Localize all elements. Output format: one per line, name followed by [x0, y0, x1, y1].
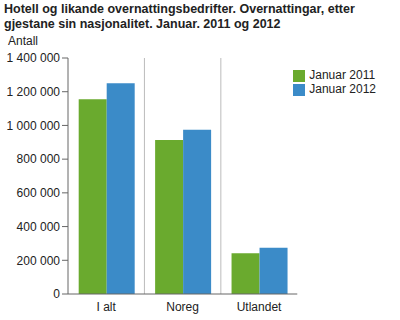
svg-text:400 000: 400 000 [17, 220, 61, 234]
svg-text:Noreg: Noreg [166, 300, 199, 314]
svg-text:800 000: 800 000 [17, 152, 61, 166]
svg-text:600 000: 600 000 [17, 186, 61, 200]
svg-text:Utlandet: Utlandet [237, 300, 282, 314]
svg-text:1 000 000: 1 000 000 [8, 119, 60, 133]
svg-text:1 200 000: 1 200 000 [8, 85, 60, 99]
svg-text:200 000: 200 000 [17, 254, 61, 268]
svg-text:I alt: I alt [97, 300, 117, 314]
svg-text:0: 0 [53, 287, 60, 301]
html-text:Hotell og likande overnattings: Hotell og likande overnattingsbedrifter.… [4, 2, 355, 31]
html-text:Antall: Antall [8, 34, 38, 48]
html-text:Januar 2012: Januar 2012 [309, 82, 376, 96]
html-text:Januar 2011: Januar 2011 [309, 68, 376, 82]
svg-text:1 400 000: 1 400 000 [8, 51, 60, 65]
